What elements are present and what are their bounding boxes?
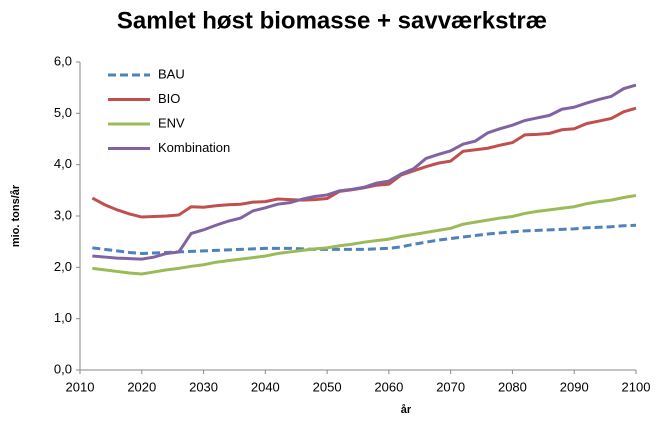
y-tick-label: 6,0 xyxy=(54,53,72,68)
x-tick-label: 2050 xyxy=(313,379,342,394)
y-axis-label: mio. tons/år xyxy=(10,184,22,247)
series-line xyxy=(92,223,637,255)
x-tick-label: 2090 xyxy=(560,379,589,394)
x-axis-label: år xyxy=(401,404,412,416)
legend-label: BIO xyxy=(158,91,180,106)
series-line xyxy=(92,83,637,261)
legend-label: ENV xyxy=(158,115,185,130)
y-tick-label: 3,0 xyxy=(54,207,72,222)
y-tick-label: 5,0 xyxy=(54,105,72,120)
x-tick-label: 2040 xyxy=(251,379,280,394)
x-tick-label: 2020 xyxy=(127,379,156,394)
y-tick-label: 0,0 xyxy=(54,361,72,376)
y-tick-label: 4,0 xyxy=(54,156,72,171)
series-line xyxy=(92,193,637,276)
y-tick-label: 2,0 xyxy=(54,259,72,274)
chart-title: Samlet høst biomasse + savværkstræ xyxy=(117,7,547,34)
legend-label: BAU xyxy=(158,66,185,81)
legend-label: Kombination xyxy=(158,140,230,155)
y-tick-label: 1,0 xyxy=(54,310,72,325)
x-tick-label: 2060 xyxy=(374,379,403,394)
x-tick-label: 2080 xyxy=(498,379,527,394)
x-tick-label: 2010 xyxy=(66,379,95,394)
x-tick-label: 2100 xyxy=(622,379,651,394)
x-tick-label: 2070 xyxy=(436,379,465,394)
x-tick-label: 2030 xyxy=(189,379,218,394)
